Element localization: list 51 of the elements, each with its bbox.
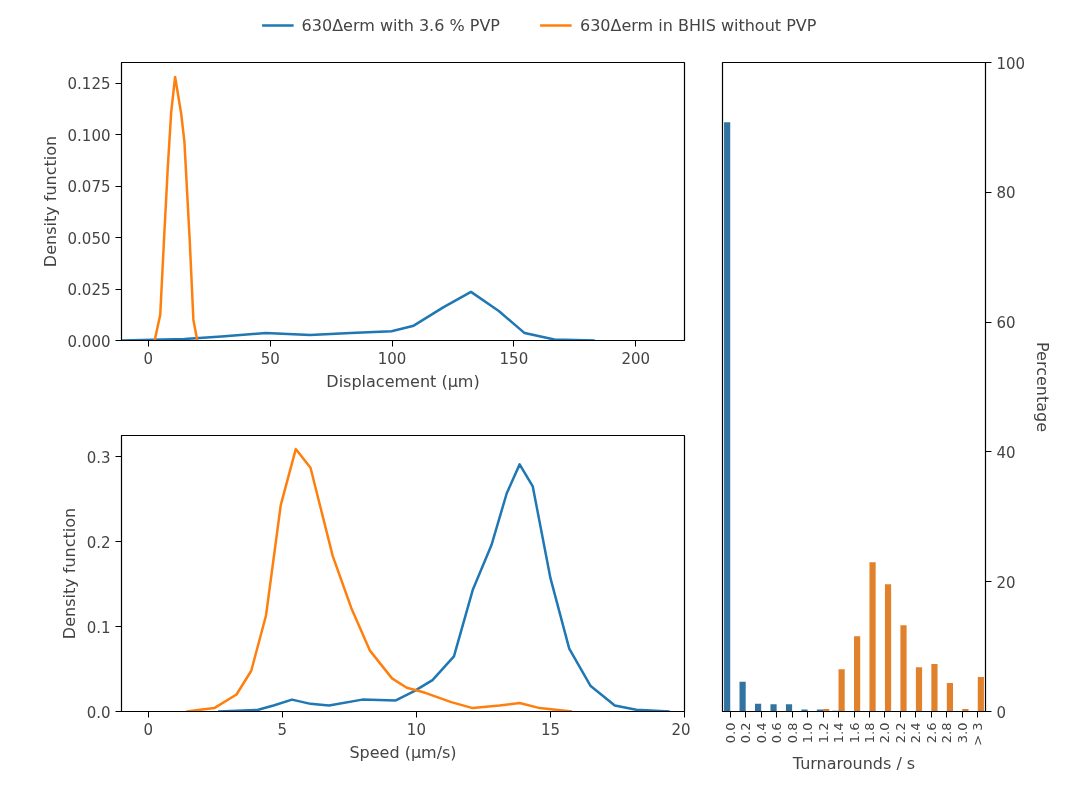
y-tick-label: 0.050 (67, 229, 111, 248)
x-tick-label: 0 (143, 349, 154, 368)
y-tick-label: 0 (996, 703, 1007, 722)
y-tick-label: 0.000 (67, 332, 111, 351)
x-tick-label: 0.2 (738, 722, 754, 744)
y-tick-label: 0.2 (86, 533, 111, 552)
y-axis-title: Density function (40, 135, 60, 268)
y-tick-label: 0.025 (67, 281, 111, 300)
y-tick-label: 0.1 (86, 618, 111, 637)
x-tick-label: 0.4 (753, 722, 769, 744)
x-tick-label: 3.0 (954, 722, 970, 744)
x-tick-label: 15 (540, 720, 560, 739)
x-tick-label: 0.0 (722, 722, 738, 744)
y-axis-title: Percentage (1033, 342, 1053, 433)
x-tick-label: 1.4 (831, 722, 847, 744)
y-tick-label: 0.3 (86, 448, 111, 467)
y-tick-label: 0.075 (67, 178, 111, 197)
x-tick-label: 10 (406, 720, 426, 739)
x-tick-label: 50 (260, 349, 280, 368)
legend-label: 630Δerm with 3.6 % PVP (301, 15, 500, 35)
x-axis-title: Displacement (µm) (326, 371, 480, 391)
legend-label: 630Δerm in BHIS without PVP (579, 15, 817, 35)
x-tick-label: 2.0 (877, 722, 893, 744)
x-tick-label: 20 (671, 720, 691, 739)
y-tick-label: 100 (996, 54, 1026, 73)
y-tick-label: 0.0 (86, 703, 111, 722)
x-tick-label: 150 (499, 349, 529, 368)
y-tick-label: 80 (996, 184, 1016, 203)
x-tick-label: 1.2 (815, 722, 831, 744)
x-tick-label: 2.2 (892, 722, 908, 744)
y-tick-label: 0.100 (67, 126, 111, 145)
x-tick-label: 0.6 (769, 722, 785, 744)
x-tick-label: 1.8 (861, 722, 877, 744)
x-tick-label: 0 (143, 720, 154, 739)
x-tick-label: 0.8 (784, 722, 800, 744)
x-tick-label: 1.6 (846, 722, 862, 744)
x-tick-label: 5 (277, 720, 288, 739)
x-tick-label: 2.8 (939, 722, 955, 744)
y-tick-label: 20 (996, 573, 1016, 592)
y-tick-label: 40 (996, 443, 1016, 462)
y-axis-title: Density function (59, 507, 79, 640)
x-tick-label: > 3 (970, 722, 986, 746)
y-tick-label: 60 (996, 314, 1016, 333)
x-tick-label: 200 (621, 349, 651, 368)
x-tick-label: 2.6 (923, 722, 939, 744)
x-tick-label: 1.0 (800, 722, 816, 744)
x-tick-label: 100 (377, 349, 407, 368)
x-axis-title: Speed (µm/s) (349, 742, 457, 762)
x-tick-label: 2.4 (908, 722, 924, 744)
y-tick-label: 0.125 (67, 75, 111, 94)
x-axis-title: Turnarounds / s (791, 753, 916, 773)
